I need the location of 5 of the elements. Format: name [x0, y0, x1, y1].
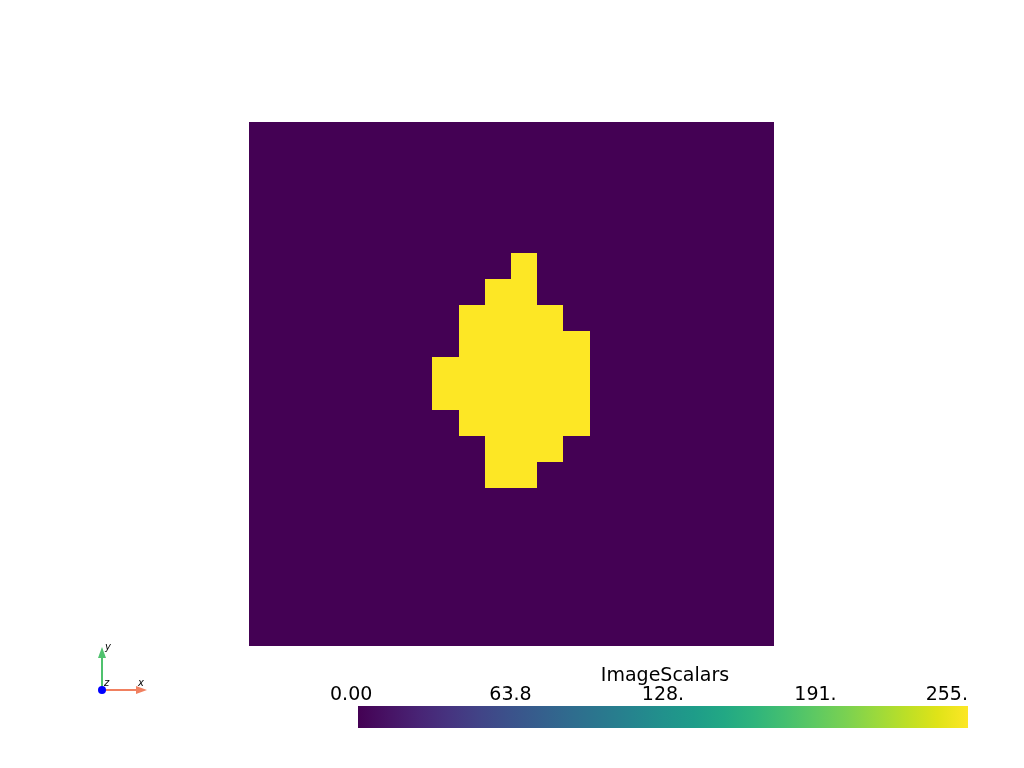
color-bar-label: 255. [925, 682, 968, 704]
color-bar-title: ImageScalars [600, 663, 730, 685]
color-bar-label: 0.00 [330, 682, 373, 704]
color-bar-label: 63.8 [489, 682, 532, 704]
color-bar-label: 191. [794, 682, 837, 704]
